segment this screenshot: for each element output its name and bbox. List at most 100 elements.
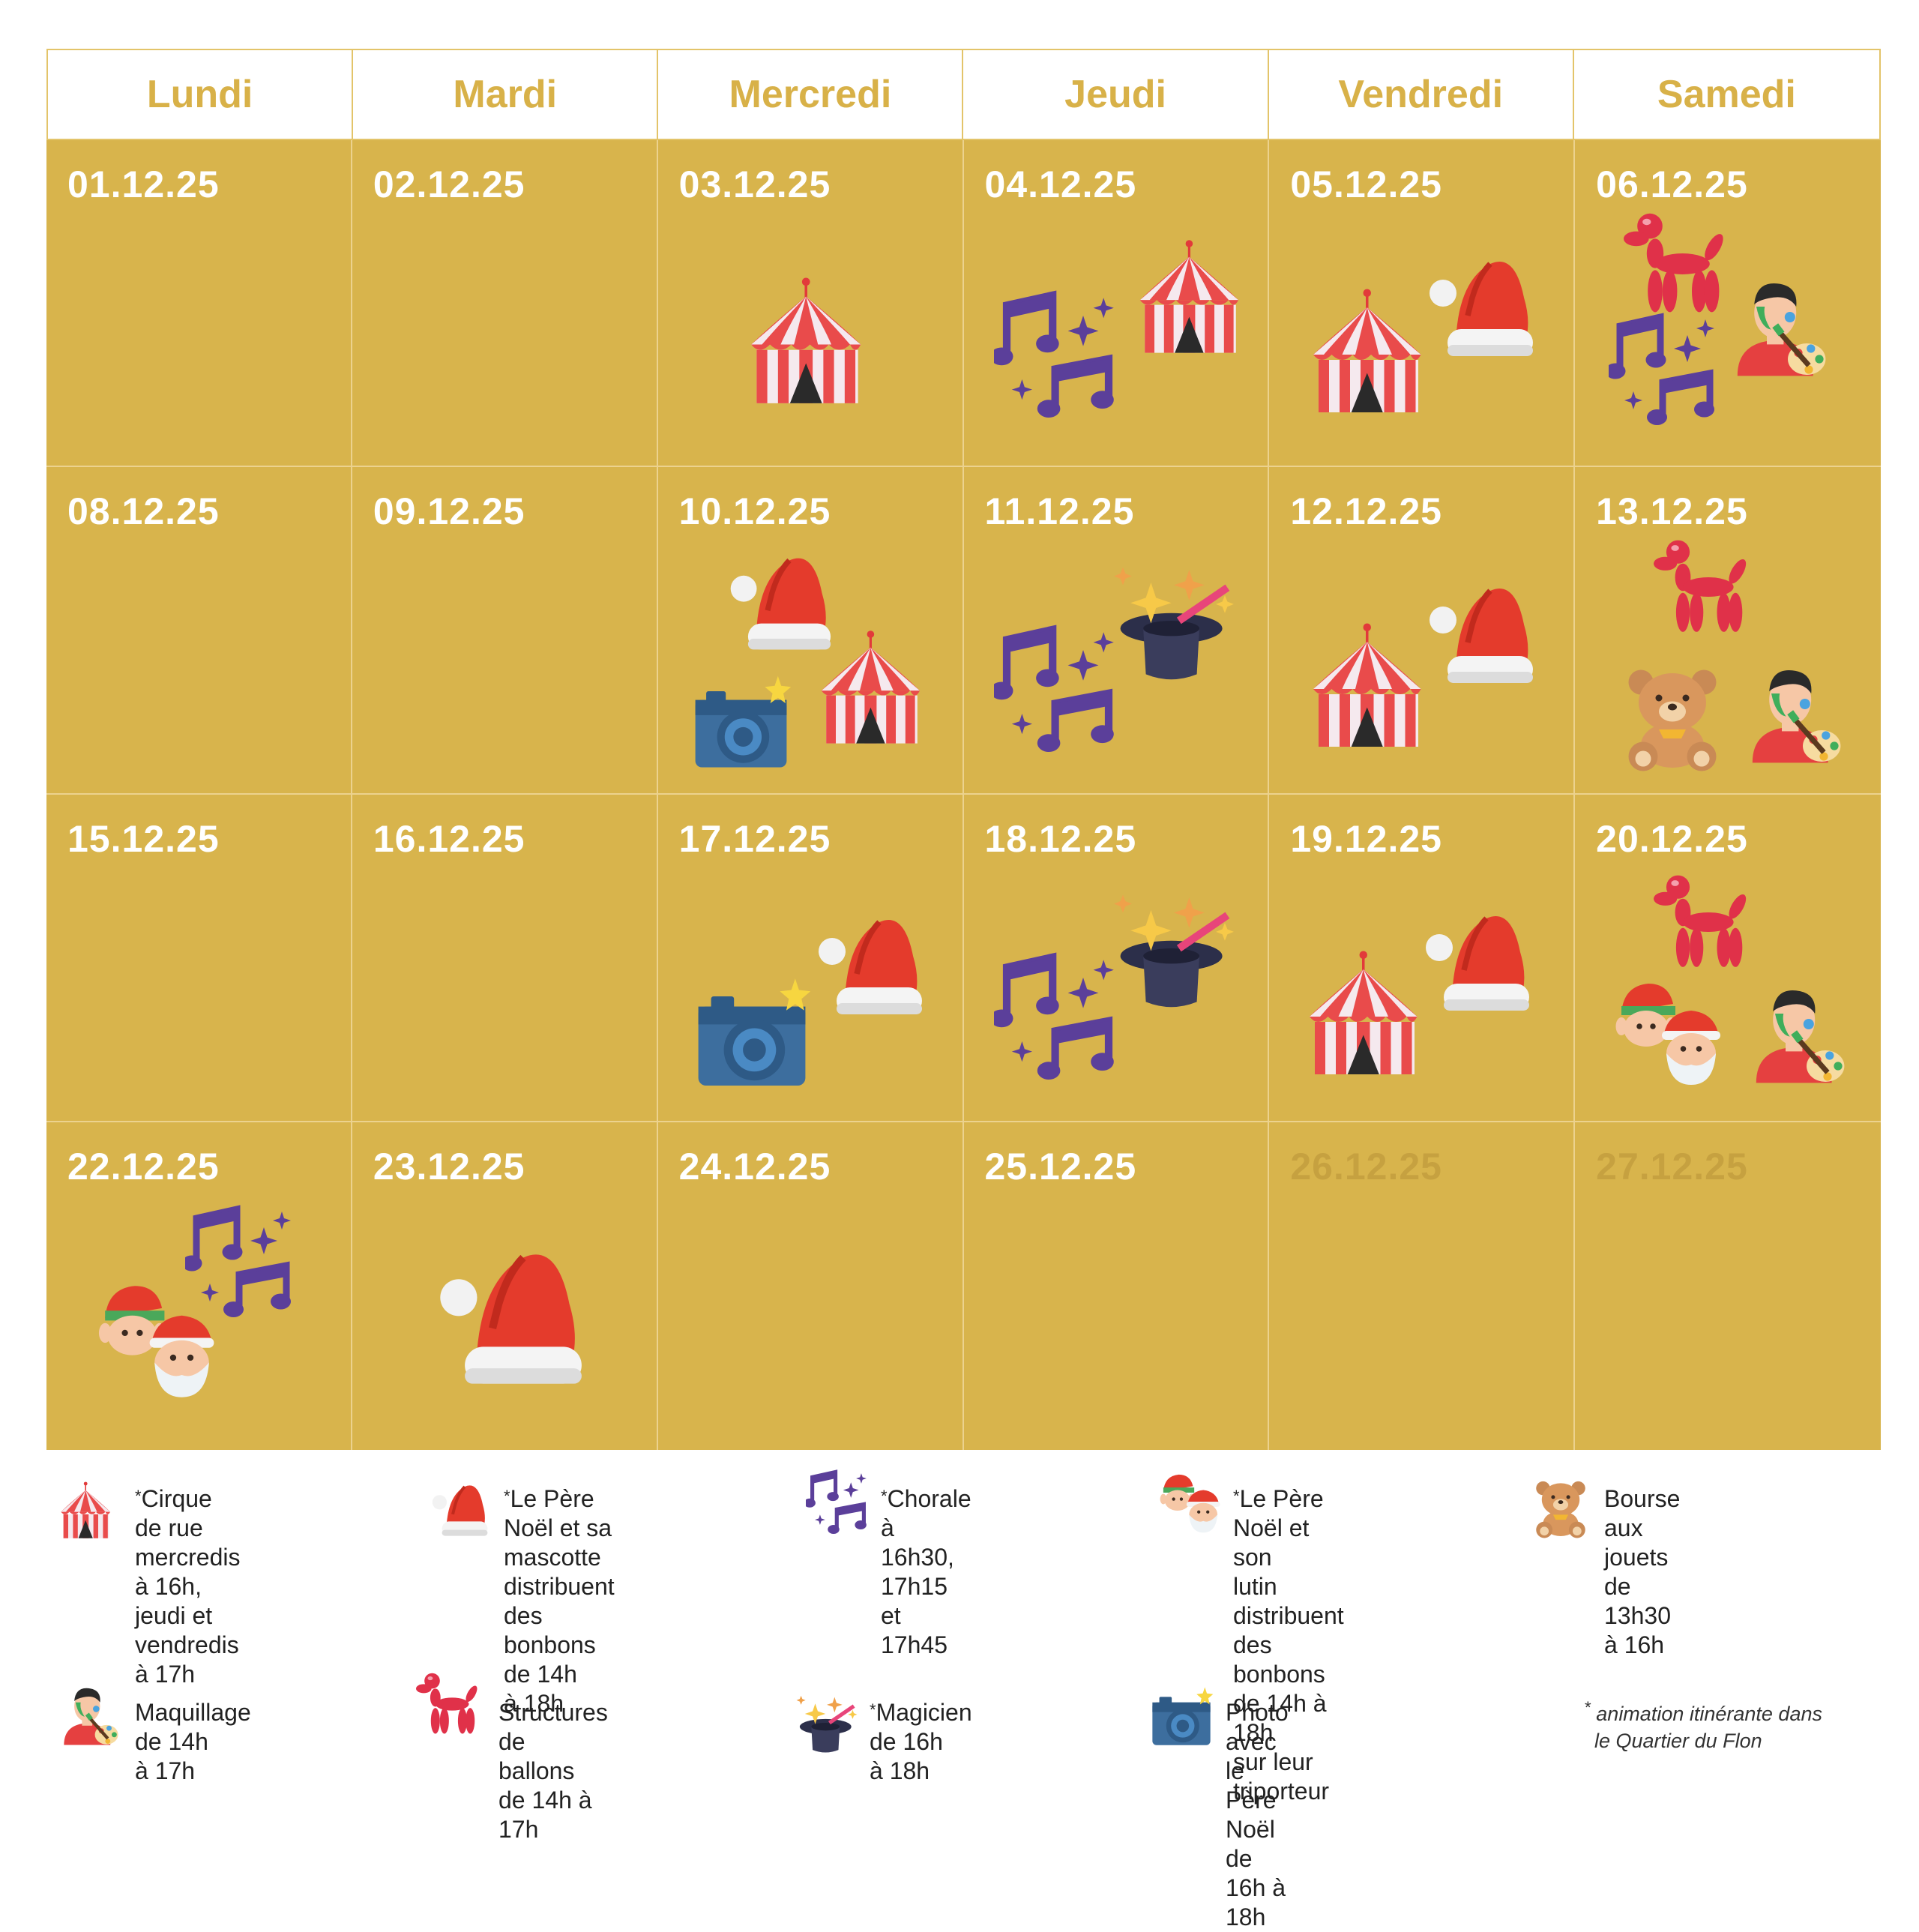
balloon-dog-icon [1624,211,1729,320]
weekday-header-mercredi: Mercredi [658,50,964,139]
circus-tent-icon [1130,238,1250,361]
circus-tent-icon [741,275,874,412]
camera-icon [687,669,795,782]
music-notes-icon [804,1469,867,1534]
circus-tent-icon [1310,951,1418,1074]
santa-hat-icon [432,1485,488,1536]
legend-line: jeudi et vendredis [135,1602,239,1658]
day-cell: 17.12.25 [657,795,964,1122]
balloon-dog-icon [1624,213,1723,313]
face-painting-icon [1744,982,1849,1091]
legend-line: à 17h [135,1757,196,1784]
legend-asterisk: * [881,1487,888,1505]
day-cell: 24.12.25 [658,1122,964,1450]
day-cell: 13.12.25 [1575,467,1881,795]
day-cell: 03.12.25 [657,140,964,467]
circus-tent-icon [1139,240,1238,353]
camera-icon [688,971,816,1102]
santa-hat-icon [1430,262,1534,356]
day-cell: 19.12.25 [1269,795,1576,1122]
weekday-header-samedi: Samedi [1657,73,1796,116]
day-date: 25.12.25 [984,1146,1137,1188]
legend-text: Bourse aux jouets de 13h30 à 16h [1604,1484,1680,1660]
day-date: 23.12.25 [373,1146,525,1188]
day-cell: 05.12.25 [1269,140,1576,467]
legend-line: des bonbons de 14h [504,1602,596,1688]
santa-hat-icon [724,550,833,662]
circus-tent-icon [61,1481,110,1538]
santa-hat-icon [1419,907,1531,1023]
balloon-dog-icon [416,1672,480,1740]
camera-icon [1152,1687,1214,1745]
legend-line: à 17h [135,1661,196,1688]
face-painting-icon [1740,662,1845,771]
legend-text: Structures de ballons de 14h à 17h [498,1698,608,1844]
day-cell: 20.12.25 [1575,795,1881,1122]
day-cell: 27.12.25 [1575,1122,1881,1450]
santa-and-elf-icon [1160,1474,1220,1533]
day-date: 16.12.25 [373,818,525,860]
legend-line: à 18h [504,1690,564,1717]
camera-icon [698,978,810,1086]
magic-hat-icon [1113,894,1234,1008]
magic-hat-icon [1110,557,1238,688]
music-notes-icon [989,625,1121,756]
balloon-dog-icon [1654,873,1751,975]
teddy-bear-icon [1628,669,1717,771]
santa-and-elf-icon [1158,1469,1223,1538]
day-cell: 15.12.25 [46,795,352,1122]
legend-text: *Chorale à 16h30, 17h15 et 17h45 [881,1484,971,1660]
face-painting-icon [1725,275,1830,384]
music-notes-icon [1605,313,1715,425]
balloon-dog-icon [416,1673,478,1734]
legend-line: Le Père Noël et sa [504,1485,612,1541]
face-painting-icon [64,1688,118,1745]
music-notes-icon [1605,313,1721,429]
santa-and-elf-icon [98,1286,214,1397]
day-date: 01.12.25 [67,163,220,205]
balloon-dog-icon [1654,540,1747,632]
day-date: 22.12.25 [67,1146,220,1188]
footnote: * animation itinérante dans le Quartier … [1584,1694,1854,1754]
circus-tent-icon [1299,948,1430,1083]
day-date: 10.12.25 [678,490,831,532]
music-notes-icon [181,1205,298,1321]
legend-text: Maquillage de 14h à 17h [135,1698,251,1786]
circus-tent-icon [812,628,932,752]
day-cell: 16.12.25 [352,795,658,1122]
legend-text: *Cirque de rue mercredis à 16h, jeudi et v… [135,1484,240,1689]
weekday-header-jeudi: Jeudi [963,50,1269,139]
day-date: 15.12.25 [67,818,220,860]
legend-asterisk: * [504,1487,510,1505]
santa-hat-icon [730,558,831,650]
santa-hat-icon [1423,253,1535,369]
weekday-header-mardi: Mardi [353,50,659,139]
santa-hat-icon [440,1254,582,1384]
day-cell: 08.12.25 [46,467,352,795]
santa-hat-icon [431,1242,585,1400]
teddy-bear-icon [1529,1477,1592,1544]
day-date: 24.12.25 [678,1146,831,1188]
circus-tent-icon [56,1481,116,1544]
footnote-line: animation itinérante dans [1596,1703,1822,1725]
santa-hat-icon [812,911,924,1027]
music-notes-icon [989,952,1114,1080]
music-notes-icon [989,625,1114,752]
santa-hat-icon [818,920,922,1014]
teddy-bear-icon [1616,662,1729,778]
day-cell: 04.12.25 [963,140,1270,467]
face-painting-icon [56,1683,121,1751]
teddy-bear-icon [1536,1481,1585,1538]
calendar: Lundi Mardi Mercredi Jeudi Vendredi Samedi 01… [46,49,1881,1450]
legend-text: *Le Père Noël et son lutin distribuent de… [1233,1484,1344,1806]
legend-text: *Magicien de 16h à 18h [870,1698,972,1786]
music-notes-icon [804,1469,870,1538]
day-cell: 06.12.25 [1575,140,1881,467]
day-date: 05.12.25 [1290,163,1442,205]
day-cell: 01.12.25 [46,140,352,467]
santa-hat-icon [1426,916,1530,1011]
circus-tent-icon [821,631,920,744]
legend-line: bonbons de 14h à 18h [1233,1661,1327,1746]
legend-line: lutin distribuent des [1233,1573,1344,1658]
legend-line: à 18h [870,1757,930,1784]
